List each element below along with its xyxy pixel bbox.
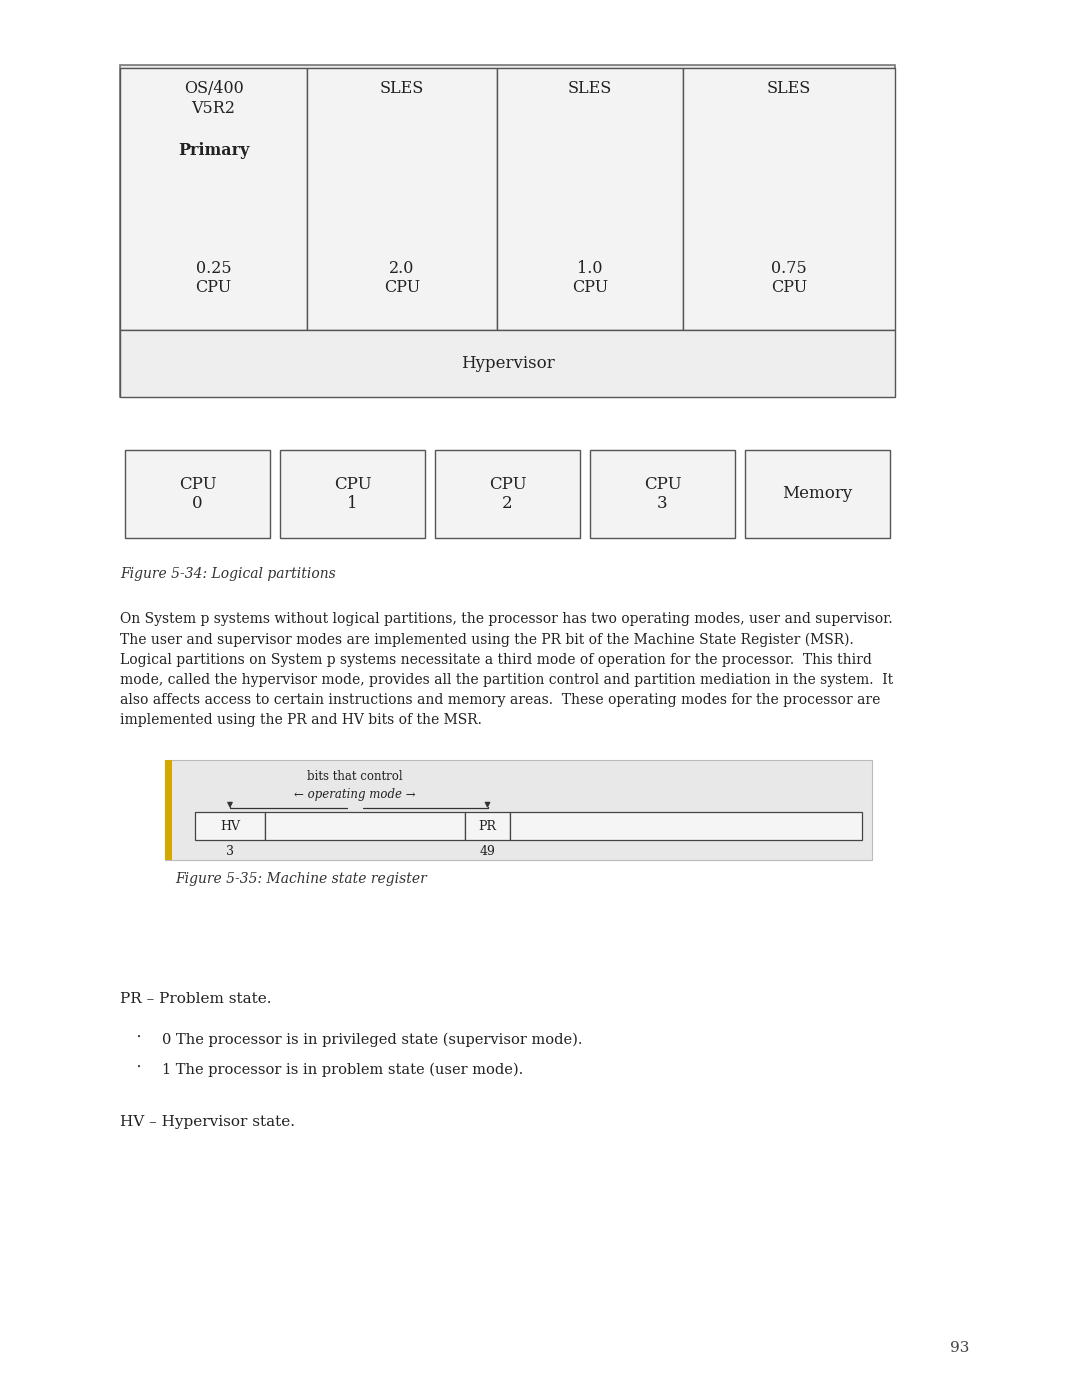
Bar: [435, 450, 580, 538]
Bar: [683, 68, 895, 330]
Text: Figure 5-34: Logical partitions: Figure 5-34: Logical partitions: [120, 567, 336, 581]
Text: On System p systems without logical partitions, the processor has two operating : On System p systems without logical part…: [120, 612, 893, 726]
Text: HV: HV: [220, 820, 240, 833]
Text: •: •: [137, 1032, 141, 1041]
Text: SLES: SLES: [767, 80, 811, 96]
Bar: [195, 812, 265, 840]
Text: PR: PR: [478, 820, 497, 833]
Text: SLES: SLES: [380, 80, 424, 96]
Text: 0.25
CPU: 0.25 CPU: [195, 260, 231, 296]
Text: bits that control: bits that control: [307, 770, 403, 782]
Bar: [465, 812, 510, 840]
Bar: [120, 68, 307, 330]
Text: Hypervisor: Hypervisor: [461, 355, 554, 372]
Bar: [745, 450, 890, 538]
Text: 0.75
CPU: 0.75 CPU: [771, 260, 807, 296]
Bar: [307, 68, 497, 330]
Text: 1 The processor is in problem state (user mode).: 1 The processor is in problem state (use…: [162, 1063, 523, 1077]
Text: 49: 49: [480, 845, 496, 858]
Text: 0 The processor is in privileged state (supervisor mode).: 0 The processor is in privileged state (…: [162, 1032, 582, 1048]
Text: CPU
0: CPU 0: [178, 476, 216, 513]
Bar: [265, 812, 465, 840]
Text: •: •: [137, 1063, 141, 1071]
Bar: [590, 450, 735, 538]
Bar: [497, 68, 683, 330]
Bar: [165, 760, 872, 861]
Text: Primary: Primary: [178, 142, 249, 159]
Text: Figure 5-35: Machine state register: Figure 5-35: Machine state register: [175, 872, 427, 886]
Text: 93: 93: [950, 1341, 970, 1355]
Bar: [120, 330, 895, 397]
Text: PR – Problem state.: PR – Problem state.: [120, 992, 271, 1006]
Text: OS/400
V5R2: OS/400 V5R2: [184, 80, 243, 116]
Bar: [120, 66, 895, 397]
Text: 1.0
CPU: 1.0 CPU: [572, 260, 608, 296]
Text: HV – Hypervisor state.: HV – Hypervisor state.: [120, 1115, 295, 1129]
Text: CPU
2: CPU 2: [488, 476, 526, 513]
Text: Memory: Memory: [782, 486, 852, 503]
Text: SLES: SLES: [568, 80, 612, 96]
Bar: [280, 450, 426, 538]
Bar: [510, 812, 862, 840]
Text: CPU
3: CPU 3: [644, 476, 681, 513]
Text: 3: 3: [226, 845, 234, 858]
Text: ← operating mode →: ← operating mode →: [294, 788, 416, 800]
Bar: [165, 760, 172, 861]
Text: 2.0
CPU: 2.0 CPU: [383, 260, 420, 296]
Text: CPU
1: CPU 1: [334, 476, 372, 513]
Bar: [125, 450, 270, 538]
